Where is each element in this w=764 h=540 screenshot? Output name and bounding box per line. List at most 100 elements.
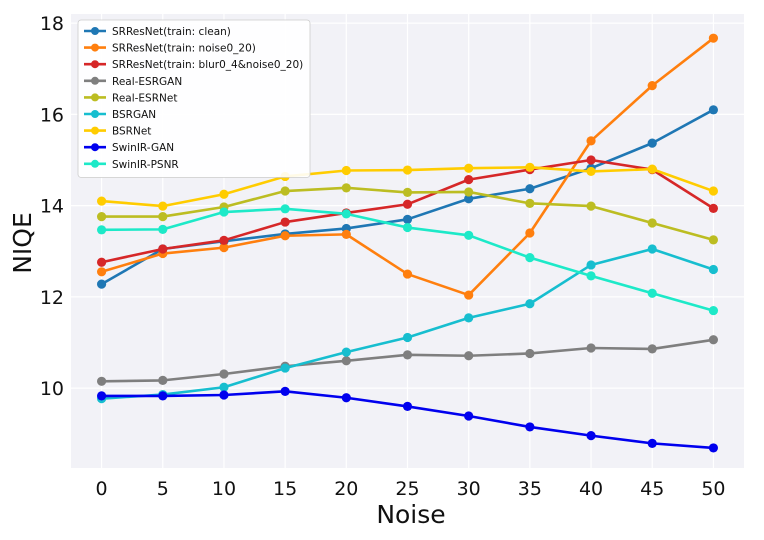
- x-tick-label: 0: [96, 478, 108, 500]
- data-point: [341, 183, 351, 193]
- data-point: [280, 217, 290, 227]
- x-tick-label: 30: [457, 478, 481, 500]
- data-point: [341, 356, 351, 366]
- legend-box: [77, 19, 311, 178]
- y-tick-label: 18: [40, 13, 64, 35]
- legend-marker: [91, 110, 99, 118]
- y-tick-label: 10: [40, 378, 64, 400]
- legend-marker: [91, 93, 99, 102]
- legend-label: Real-ESRNet: [112, 92, 177, 104]
- data-point: [708, 335, 719, 345]
- legend-label: SwinIR-PSNR: [112, 159, 179, 171]
- data-point: [402, 401, 413, 412]
- data-point: [708, 33, 719, 43]
- legend-item: BSRNet: [84, 126, 151, 138]
- data-point: [647, 244, 657, 254]
- data-point: [647, 438, 657, 448]
- series-6: [96, 162, 719, 211]
- x-tick-label: 35: [518, 478, 542, 500]
- x-tick-label: 45: [640, 478, 664, 500]
- y-tick-label: 12: [40, 287, 64, 309]
- data-point: [158, 201, 168, 211]
- data-point: [464, 351, 474, 361]
- data-point: [464, 290, 474, 300]
- data-point: [647, 164, 657, 174]
- data-point: [280, 186, 290, 196]
- data-point: [341, 165, 351, 176]
- legend-item: SRResNet(train: blur0_4&noise0_20): [84, 59, 303, 71]
- data-point: [525, 422, 535, 432]
- data-point: [158, 391, 168, 401]
- data-point: [708, 264, 719, 275]
- data-point: [708, 186, 719, 196]
- y-tick-label: 14: [40, 196, 64, 218]
- series-7: [96, 386, 719, 453]
- data-point: [219, 369, 229, 379]
- data-point: [341, 393, 351, 403]
- x-tick-label: 50: [701, 478, 725, 500]
- data-point: [708, 443, 719, 453]
- data-point: [464, 411, 474, 421]
- data-point: [219, 207, 229, 217]
- data-point: [219, 243, 229, 253]
- y-tick-label: 16: [40, 104, 64, 126]
- data-point: [219, 235, 229, 245]
- legend-marker: [91, 60, 99, 69]
- data-point: [96, 391, 107, 401]
- legend-label: BSRGAN: [112, 109, 156, 121]
- data-point: [219, 382, 229, 392]
- data-point: [586, 166, 596, 177]
- data-point: [708, 305, 719, 316]
- data-point: [402, 222, 413, 233]
- data-point: [158, 211, 168, 222]
- data-point: [96, 279, 107, 289]
- x-tick-label: 5: [157, 478, 169, 500]
- y-axis-title: NIQE: [8, 212, 37, 274]
- data-point: [280, 363, 290, 373]
- data-point: [525, 184, 535, 194]
- legend-marker: [91, 159, 99, 168]
- data-point: [647, 218, 657, 228]
- data-point: [96, 211, 107, 222]
- data-point: [341, 347, 351, 357]
- data-point: [525, 198, 535, 208]
- legend-item: BSRGAN: [84, 109, 156, 121]
- legend-item: Real-ESRNet: [84, 92, 177, 104]
- data-point: [586, 201, 596, 211]
- data-point: [402, 214, 413, 224]
- data-point: [402, 199, 413, 209]
- data-point: [525, 348, 535, 359]
- data-point: [464, 230, 474, 240]
- legend-marker: [91, 76, 99, 85]
- data-point: [219, 390, 229, 400]
- data-point: [647, 288, 657, 298]
- data-point: [280, 386, 290, 396]
- data-point: [586, 343, 596, 353]
- data-point: [280, 231, 290, 241]
- data-point: [341, 229, 351, 239]
- data-point: [708, 235, 719, 245]
- data-point: [158, 224, 168, 234]
- data-point: [525, 253, 535, 263]
- legend-item: SRResNet(train: noise0_20): [84, 43, 256, 55]
- x-axis-title: Noise: [376, 500, 445, 529]
- data-point: [402, 332, 413, 343]
- legend-label: SRResNet(train: noise0_20): [112, 43, 256, 55]
- legend-item: Real-ESRGAN: [84, 76, 182, 88]
- data-point: [96, 196, 107, 206]
- data-point: [525, 228, 535, 238]
- data-point: [280, 204, 290, 214]
- data-point: [464, 175, 474, 185]
- data-point: [219, 189, 229, 199]
- data-point: [464, 313, 474, 323]
- legend-item: SwinIR-PSNR: [84, 159, 179, 171]
- data-point: [586, 271, 596, 281]
- data-point: [341, 209, 351, 219]
- legend-item: SRResNet(train: clean): [84, 26, 231, 38]
- x-tick-label: 15: [273, 478, 297, 500]
- data-point: [96, 257, 107, 267]
- legend-marker: [91, 143, 99, 152]
- legend-label: SRResNet(train: blur0_4&noise0_20): [112, 59, 303, 71]
- legend-label: BSRNet: [112, 126, 151, 138]
- data-point: [525, 299, 535, 309]
